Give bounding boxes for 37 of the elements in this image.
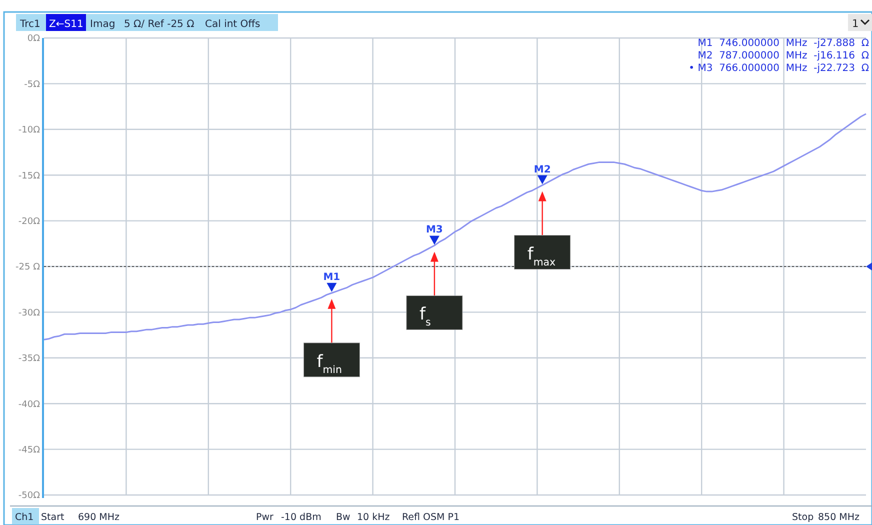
text: Trc1	[19, 19, 40, 30]
text: Z←S11	[49, 19, 84, 30]
text: Pwr	[256, 512, 274, 523]
y-tick-label: -5Ω	[24, 80, 40, 90]
text: 1	[852, 18, 859, 30]
annotation: M1 746.000000 MHz -j27.888 Ω	[698, 38, 870, 49]
annotation: M2	[534, 164, 551, 176]
y-tick-label: -30Ω	[18, 308, 40, 318]
y-tick-label: -20Ω	[18, 216, 40, 227]
text: 10 kHz	[357, 512, 390, 523]
text: Start	[41, 512, 64, 523]
text: Refl OSM P1	[402, 512, 460, 523]
text: 850 MHz	[818, 512, 860, 523]
text: Stop	[792, 512, 814, 523]
annotation: M1	[323, 272, 340, 283]
y-tick-label: -25 Ω	[16, 262, 40, 273]
text: Cal int Offs	[205, 19, 260, 30]
text: Ch1	[15, 512, 34, 523]
y-tick-label: -50Ω	[18, 491, 40, 502]
annotation: f$_{min}$	[316, 352, 342, 376]
annotation: M3	[426, 224, 443, 236]
y-tick-label: 0Ω	[27, 34, 40, 44]
y-tick-label: -45Ω	[18, 445, 40, 456]
annotation: f$_{max}$	[527, 244, 556, 268]
text: -10 dBm	[281, 512, 322, 523]
y-tick-label: -35Ω	[18, 354, 40, 364]
text: Bw	[336, 512, 351, 523]
text: 5 Ω/ Ref -25 Ω	[124, 19, 195, 30]
y-tick-label: -40Ω	[18, 400, 40, 410]
annotation: M2 787.000000 MHz -j16.116 Ω	[698, 50, 870, 62]
line-series	[43, 113, 867, 340]
y-tick-label: -15Ω	[18, 171, 40, 182]
y-tick-label: -10Ω	[18, 126, 40, 136]
text: Imag	[90, 19, 116, 30]
annotation: • M3 766.000000 MHz -j22.723 Ω	[688, 63, 870, 74]
text: 690 MHz	[78, 512, 120, 523]
annotation: f$_{s}$	[419, 304, 431, 328]
